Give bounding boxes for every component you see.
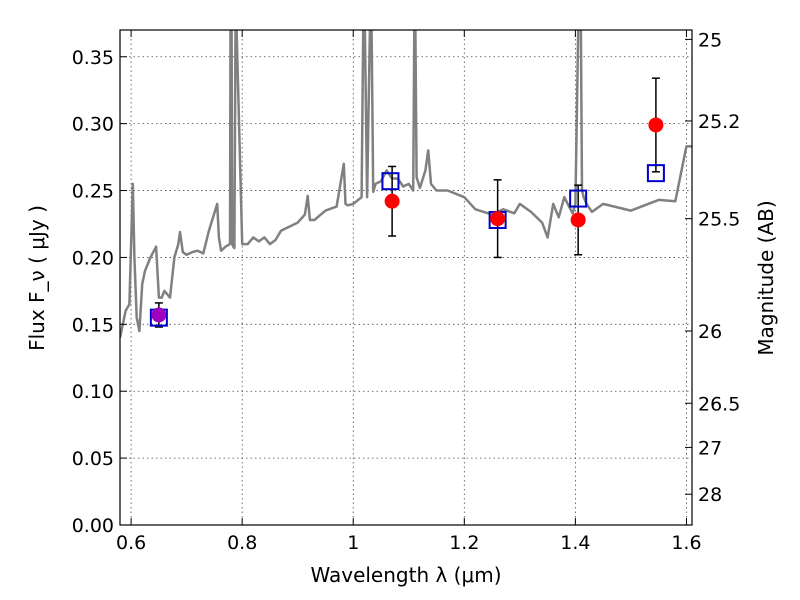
y-tick-label: 0.20 — [72, 247, 114, 269]
y-tick-label: 0.05 — [72, 448, 114, 470]
x-tick-label: 1 — [347, 532, 359, 554]
marker-layer — [149, 77, 665, 328]
y-tick-label: 0.00 — [72, 515, 114, 537]
y-tick-label: 0.10 — [72, 381, 114, 403]
y-tick-label: 0.30 — [72, 114, 114, 136]
right-tick-label: 26 — [698, 321, 722, 343]
plot-frame — [119, 29, 693, 526]
observed-point — [570, 212, 586, 228]
x-tick-label: 1.2 — [449, 532, 479, 554]
x-tick-label: 1.4 — [560, 532, 590, 554]
spectrum-layer — [120, 30, 692, 338]
observed-point — [384, 193, 400, 209]
x-tick-label: 0.8 — [227, 532, 257, 554]
grid — [120, 30, 692, 526]
right-tick-label: 28 — [698, 484, 722, 506]
right-tick-label: 27 — [698, 437, 722, 459]
observed-point — [151, 307, 167, 323]
ticks: 0.6 0.8 1 1.2 1.4 1.6 0.00 0.05 0.10 0.15 0.20 0.25… — [72, 29, 741, 554]
x-axis-title: Wavelength λ (μm) — [310, 563, 501, 587]
y-axis-title: Flux F_ν ( μJy ) — [25, 205, 49, 351]
y-tick-label: 0.15 — [72, 314, 114, 336]
right-tick-label: 26.5 — [698, 393, 740, 415]
right-tick-label: 25.5 — [698, 209, 740, 231]
observed-point — [648, 117, 664, 133]
model-point — [646, 164, 665, 183]
x-tick-label: 0.6 — [116, 532, 146, 554]
y-tick-label: 0.35 — [72, 47, 114, 69]
spectrum-line — [120, 30, 692, 338]
model-point — [381, 172, 400, 191]
x-tick-label: 1.6 — [671, 532, 701, 554]
y-axis-right-title: Magnitude (AB) — [754, 200, 778, 355]
right-tick-label: 25 — [698, 29, 722, 51]
observed-point — [490, 211, 506, 227]
right-tick-label: 25.2 — [698, 111, 740, 133]
model-point — [569, 189, 588, 208]
y-tick-label: 0.25 — [72, 181, 114, 203]
